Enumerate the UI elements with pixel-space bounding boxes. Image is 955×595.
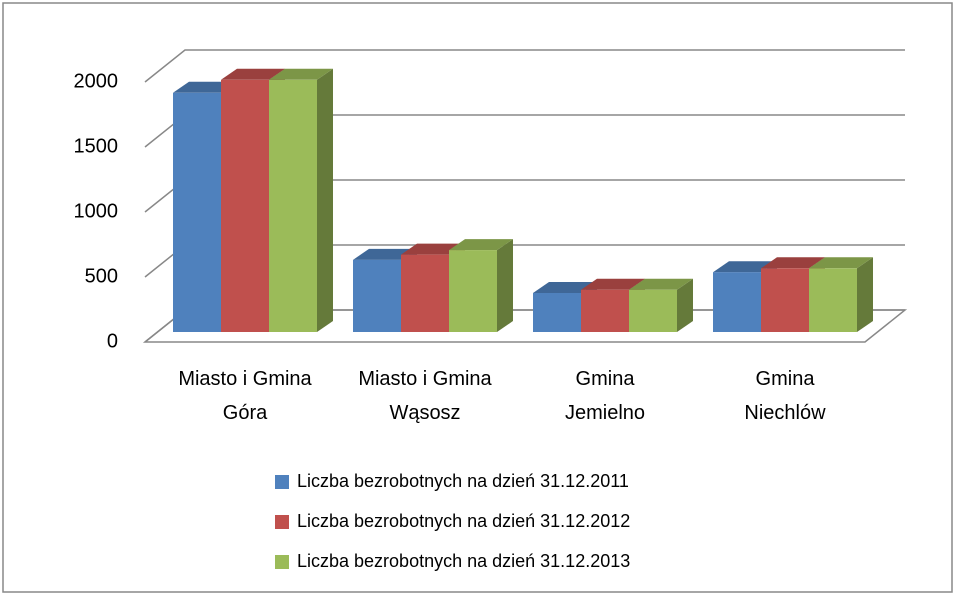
bar-side: [857, 257, 873, 332]
bar-top: [581, 278, 645, 290]
bar-front: [269, 79, 317, 332]
x-tick-label-line: Gmina: [756, 368, 816, 390]
legend-label: Liczba bezrobotnych na dzień 31.12.2012: [297, 511, 630, 531]
x-tick-label: Miasto i Gmina Góra: [178, 368, 312, 424]
bar-side: [317, 68, 333, 333]
legend-swatch: [275, 555, 289, 569]
y-tick-label: 500: [85, 265, 118, 287]
legend-label: Liczba bezrobotnych na dzień 31.12.2011: [297, 471, 629, 491]
bar-top: [449, 239, 513, 251]
bar: [809, 257, 873, 332]
x-tick-label-line: Miasto i Gmina: [358, 368, 492, 390]
y-tick-label: 1500: [74, 135, 119, 157]
y-tick-label: 1000: [74, 200, 119, 222]
bar-top: [809, 257, 873, 269]
legend-swatch: [275, 515, 289, 529]
y-tick-label: 2000: [74, 70, 119, 92]
x-tick-label-line: Miasto i Gmina: [178, 368, 312, 390]
bar-top: [221, 68, 285, 80]
bar-front: [533, 293, 581, 332]
x-tick-label-line: Gmina: [576, 368, 636, 390]
x-tick-label-line: Góra: [223, 402, 268, 424]
bar-front: [629, 289, 677, 332]
x-tick-label-line: Jemielno: [565, 402, 645, 424]
grid-line: [144, 49, 905, 83]
x-tick-label-line: Niechlów: [744, 402, 826, 424]
bar-front: [221, 79, 269, 332]
y-tick-label: 0: [107, 330, 118, 352]
bar-front: [401, 254, 449, 332]
bar-front: [449, 250, 497, 332]
x-tick-label: Gmina Jemielno: [565, 368, 645, 424]
bar-side: [497, 239, 513, 332]
x-tick-label: Miasto i Gmina Wąsosz: [358, 368, 492, 424]
bar-front: [353, 259, 401, 332]
bar-front: [713, 272, 761, 332]
bar: [449, 239, 513, 332]
bar: [629, 278, 693, 332]
bar-front: [173, 92, 221, 332]
bar-top: [629, 278, 693, 290]
legend-swatch: [275, 475, 289, 489]
bar-side: [677, 278, 693, 332]
bar-front: [809, 268, 857, 332]
bar: [269, 68, 333, 333]
x-tick-label: Gmina Niechlów: [744, 368, 826, 424]
bar-front: [581, 289, 629, 332]
legend-label: Liczba bezrobotnych na dzień 31.12.2013: [297, 551, 630, 571]
bar-top: [761, 257, 825, 269]
bar-top: [269, 68, 333, 80]
bar-front: [761, 268, 809, 332]
x-tick-label-line: Wąsosz: [389, 402, 460, 424]
